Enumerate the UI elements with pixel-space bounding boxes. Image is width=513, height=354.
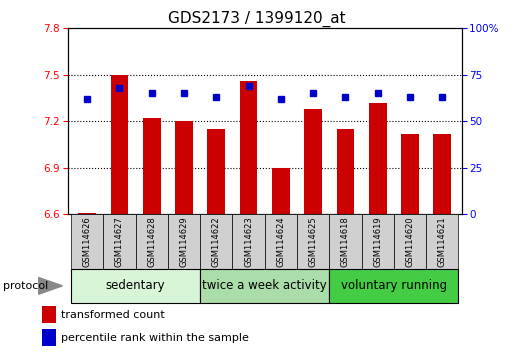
Bar <box>369 103 387 214</box>
Text: GSM114620: GSM114620 <box>406 216 415 267</box>
Text: GSM114625: GSM114625 <box>309 216 318 267</box>
Bar <box>78 213 96 214</box>
Bar <box>42 329 56 346</box>
Text: GSM114621: GSM114621 <box>438 216 447 267</box>
FancyBboxPatch shape <box>265 214 297 269</box>
FancyBboxPatch shape <box>168 214 200 269</box>
Text: GSM114627: GSM114627 <box>115 216 124 267</box>
Text: GSM114619: GSM114619 <box>373 216 382 267</box>
FancyBboxPatch shape <box>329 214 362 269</box>
Bar <box>401 134 419 214</box>
FancyBboxPatch shape <box>394 214 426 269</box>
Text: sedentary: sedentary <box>106 279 165 292</box>
Text: GSM114626: GSM114626 <box>83 216 92 267</box>
FancyBboxPatch shape <box>71 214 103 269</box>
Bar <box>143 118 161 214</box>
Text: GSM114629: GSM114629 <box>180 216 188 267</box>
Text: GSM114623: GSM114623 <box>244 216 253 267</box>
Bar <box>207 129 225 214</box>
Bar <box>272 168 290 214</box>
FancyBboxPatch shape <box>200 269 329 303</box>
FancyBboxPatch shape <box>200 214 232 269</box>
Bar <box>240 81 258 214</box>
FancyBboxPatch shape <box>71 269 200 303</box>
FancyBboxPatch shape <box>362 214 394 269</box>
Text: voluntary running: voluntary running <box>341 279 447 292</box>
Text: GSM114624: GSM114624 <box>277 216 285 267</box>
Bar <box>42 306 56 324</box>
FancyBboxPatch shape <box>426 214 459 269</box>
Text: transformed count: transformed count <box>61 310 164 320</box>
Text: GSM114628: GSM114628 <box>147 216 156 267</box>
FancyBboxPatch shape <box>135 214 168 269</box>
FancyBboxPatch shape <box>297 214 329 269</box>
Text: twice a week activity: twice a week activity <box>202 279 327 292</box>
Text: GDS2173 / 1399120_at: GDS2173 / 1399120_at <box>168 11 345 27</box>
Bar <box>433 134 451 214</box>
Bar <box>175 121 193 214</box>
FancyBboxPatch shape <box>103 214 135 269</box>
Bar <box>110 75 128 214</box>
Polygon shape <box>38 278 63 294</box>
Text: GSM114618: GSM114618 <box>341 216 350 267</box>
FancyBboxPatch shape <box>329 269 459 303</box>
Text: GSM114622: GSM114622 <box>212 216 221 267</box>
Bar <box>337 129 354 214</box>
Text: percentile rank within the sample: percentile rank within the sample <box>61 333 248 343</box>
FancyBboxPatch shape <box>232 214 265 269</box>
Bar <box>304 109 322 214</box>
Text: protocol: protocol <box>3 281 48 291</box>
